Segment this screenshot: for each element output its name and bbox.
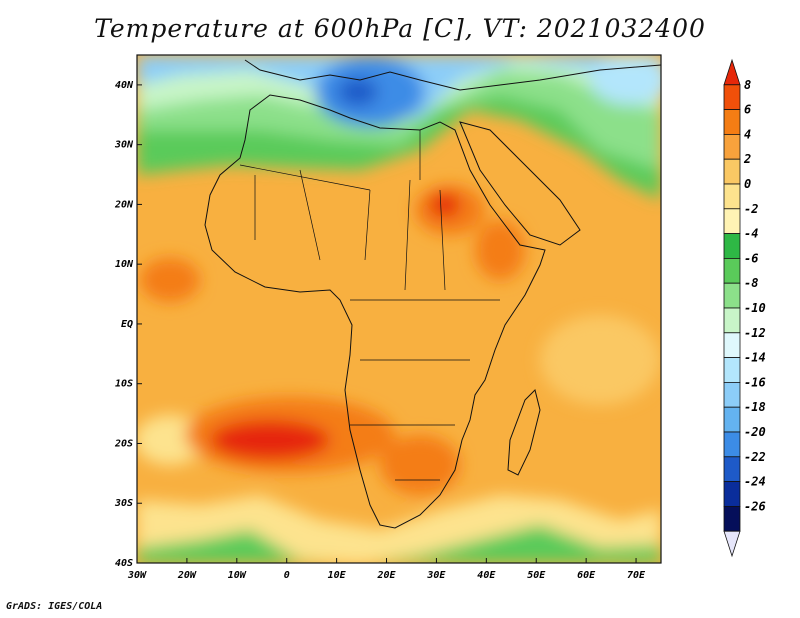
colorbar-segment [723, 357, 741, 383]
warm-band-south [137, 495, 661, 563]
colorbar-segment [723, 406, 741, 433]
lon-tick-label: 10E [328, 570, 347, 581]
chart-title: Temperature at 600hPa [C], VT: 202103240… [94, 14, 706, 43]
colorbar-label: -24 [744, 475, 766, 489]
colorbar-top-triangle [723, 58, 741, 86]
colorbar-segment [723, 233, 741, 259]
colorbar-segment [723, 431, 741, 458]
colorbar-segment [723, 257, 741, 284]
axis-ticks: 30W 20W 10W 0 10E 20E 30E 40E 50E 60E 70E 40N 30N 20N… [114, 80, 646, 581]
colorbar-label: -8 [744, 276, 758, 290]
colorbar-segment [723, 381, 741, 408]
colorbar-label: 0 [744, 177, 751, 191]
lat-tick-label: 30S [114, 498, 133, 509]
lat-tick-label: 10S [115, 379, 133, 390]
hot-region-southern-africa [380, 435, 460, 495]
europe-coastline [244, 59, 661, 91]
colorbar-label: -20 [744, 425, 766, 439]
coldest-core [338, 78, 378, 106]
colorbar-label: 4 [744, 127, 751, 141]
colorbar-label: -4 [744, 227, 758, 241]
colorbar-segment [723, 109, 741, 135]
colorbar-segment [723, 282, 741, 309]
warm-patch-east [540, 315, 660, 405]
colorbar-label: -2 [744, 202, 758, 216]
lon-tick-label: 60E [577, 570, 596, 581]
lon-tick-label: 70E [627, 570, 646, 581]
hottest-region-south-atlantic [210, 420, 330, 460]
colorbar-label: 6 [744, 103, 751, 117]
map-plot-area [137, 55, 661, 563]
lon-tick-label: 30W [127, 570, 147, 581]
lon-tick-label: 20W [177, 570, 197, 581]
coastlines [204, 59, 661, 529]
colorbar-label: 2 [743, 152, 751, 166]
colorbar-segment [723, 208, 741, 235]
colorbar-bottom-triangle [723, 530, 741, 558]
colorbar-label: -26 [744, 499, 766, 513]
credit-text: GrADS: IGES/COLA [6, 601, 103, 612]
lat-tick-label: 40N [115, 80, 134, 91]
colorbar-segment [723, 456, 741, 482]
colorbar-segment [723, 505, 741, 532]
cold-east [590, 55, 661, 105]
colorbar-label: -18 [744, 400, 766, 414]
colorbar-label: -12 [744, 326, 766, 340]
hot-region-west-atlantic [140, 258, 200, 302]
hot-region-ethiopia [475, 220, 525, 280]
arabia-coastline [459, 121, 581, 246]
lat-tick-label: 10N [115, 259, 134, 270]
lon-tick-label: 0 [284, 570, 290, 581]
madagascar-coastline [507, 389, 541, 476]
lon-tick-label: 40E [477, 570, 496, 581]
colorbar-label: -6 [744, 251, 758, 265]
inner-borders [239, 130, 500, 481]
colorbar-label: -10 [744, 301, 766, 315]
plot-frame [136, 54, 662, 564]
temperature-field-shading [137, 55, 661, 563]
lon-tick-label: 10W [228, 570, 247, 581]
colorbar-segment [723, 133, 741, 160]
colorbar-label: -16 [744, 375, 766, 389]
colorbar: 8 6 4 2 0 -2 -4 -6 -8 -10 -12 -14 -16 -18 -20 -22 -24 -26 [723, 58, 766, 558]
lat-tick-label: 40S [115, 558, 133, 569]
lon-tick-label: 20E [376, 570, 396, 581]
lat-tick-label: EQ [121, 319, 133, 330]
colorbar-segment [723, 307, 741, 334]
africa-coastline [204, 94, 546, 529]
lon-tick-label: 50E [527, 570, 546, 581]
colorbar-segment [723, 158, 741, 185]
colorbar-label: 8 [744, 78, 751, 92]
hottest-region-sahara [430, 193, 460, 217]
lat-tick-label: 20S [114, 438, 133, 449]
lat-tick-label: 20N [114, 199, 134, 210]
colorbar-segment [723, 84, 741, 111]
colorbar-segment [723, 481, 741, 507]
colorbar-segment [723, 332, 741, 358]
colorbar-segment [723, 183, 741, 210]
colorbar-label: -22 [744, 450, 766, 464]
lat-tick-label: 30N [114, 140, 134, 151]
lon-tick-label: 30E [426, 570, 446, 581]
colorbar-label: -14 [744, 351, 766, 365]
